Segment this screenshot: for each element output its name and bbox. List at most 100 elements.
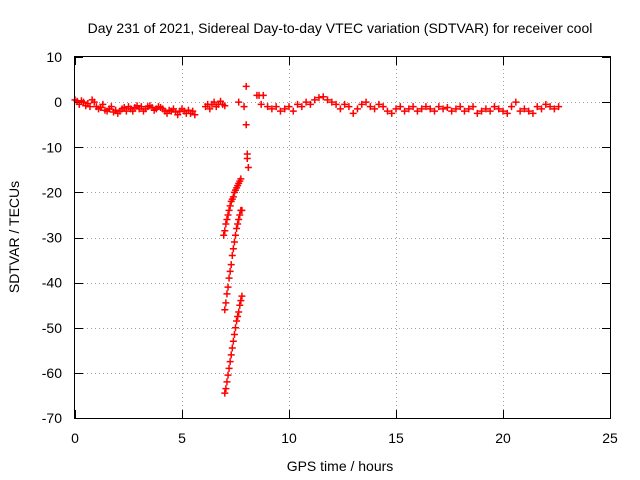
data-point — [107, 103, 115, 111]
data-point — [234, 312, 242, 320]
data-point — [236, 301, 244, 309]
data-point — [362, 98, 370, 106]
data-point — [503, 109, 511, 117]
data-point — [276, 107, 284, 115]
data-point — [431, 107, 439, 115]
data-point — [225, 274, 233, 282]
data-point — [137, 103, 145, 111]
data-point — [242, 82, 250, 90]
data-point — [298, 103, 306, 111]
data-point — [191, 111, 199, 119]
data-point — [75, 100, 83, 108]
data-point — [538, 105, 546, 113]
data-point — [371, 105, 379, 113]
data-point — [80, 98, 88, 106]
x-tick-label: 25 — [602, 430, 618, 446]
data-point — [413, 107, 421, 115]
x-tick-label: 20 — [495, 430, 511, 446]
data-point — [452, 105, 460, 113]
y-tick-label: 10 — [46, 49, 62, 65]
data-point — [358, 100, 366, 108]
data-point — [232, 231, 239, 239]
data-point — [460, 107, 468, 115]
data-point — [257, 100, 265, 108]
x-tick-label: 15 — [388, 430, 404, 446]
y-tick-label: 0 — [54, 94, 62, 110]
data-point — [345, 103, 353, 111]
data-point — [336, 105, 344, 113]
data-point — [229, 245, 237, 253]
plot-border — [74, 56, 611, 419]
data-point — [238, 292, 246, 300]
data-point — [529, 109, 537, 117]
data-point — [512, 98, 520, 106]
data-point — [264, 103, 272, 111]
data-point — [222, 299, 230, 307]
y-tick-label: -60 — [42, 365, 62, 381]
y-tick-label: -10 — [42, 139, 62, 155]
data-point — [469, 103, 477, 111]
data-point — [388, 109, 396, 117]
data-point — [422, 103, 430, 111]
data-point — [228, 344, 236, 352]
axis-ticks — [75, 57, 611, 419]
data-point — [233, 224, 241, 232]
data-point — [268, 105, 276, 113]
data-point — [222, 385, 230, 393]
data-point — [324, 96, 332, 104]
data-point — [435, 103, 443, 111]
data-point — [259, 91, 267, 99]
data-point — [227, 351, 235, 359]
data-point — [439, 105, 447, 113]
data-point — [238, 206, 246, 214]
data-point — [206, 105, 214, 113]
data-point — [272, 103, 280, 111]
data-point — [456, 103, 464, 111]
data-point — [499, 107, 507, 115]
data-point — [224, 371, 232, 379]
data-point — [225, 206, 233, 214]
data-point — [486, 107, 494, 115]
data-point — [174, 111, 182, 119]
data-point — [234, 220, 242, 228]
data-point — [426, 105, 434, 113]
data-point — [226, 358, 234, 366]
data-point — [375, 100, 383, 108]
data-point — [243, 155, 251, 163]
data-point — [392, 105, 400, 113]
data-point — [99, 100, 107, 108]
data-point — [525, 107, 533, 115]
data-point — [366, 103, 374, 111]
data-point — [289, 107, 297, 115]
data-point — [224, 283, 232, 291]
data-point — [285, 103, 293, 111]
data-point — [122, 107, 130, 115]
data-point — [232, 324, 239, 332]
data-point — [228, 252, 236, 260]
y-tick-label: -30 — [42, 230, 62, 246]
data-point — [319, 93, 327, 101]
data-point — [306, 100, 314, 108]
data-point — [226, 202, 234, 210]
data-point — [401, 107, 409, 115]
data-point — [379, 103, 387, 111]
data-point — [223, 215, 231, 223]
data-point — [223, 290, 231, 298]
data-point — [465, 105, 473, 113]
data-point — [242, 121, 250, 129]
data-point — [235, 308, 243, 316]
data-point — [294, 100, 302, 108]
data-point — [236, 211, 244, 219]
data-point — [86, 103, 94, 111]
data-point — [341, 100, 349, 108]
data-point — [189, 107, 197, 115]
data-point — [495, 105, 503, 113]
data-point — [516, 107, 524, 115]
data-point — [302, 98, 310, 106]
data-point — [396, 103, 404, 111]
data-point — [555, 103, 563, 111]
data-point — [244, 164, 252, 172]
data-point — [473, 109, 481, 117]
